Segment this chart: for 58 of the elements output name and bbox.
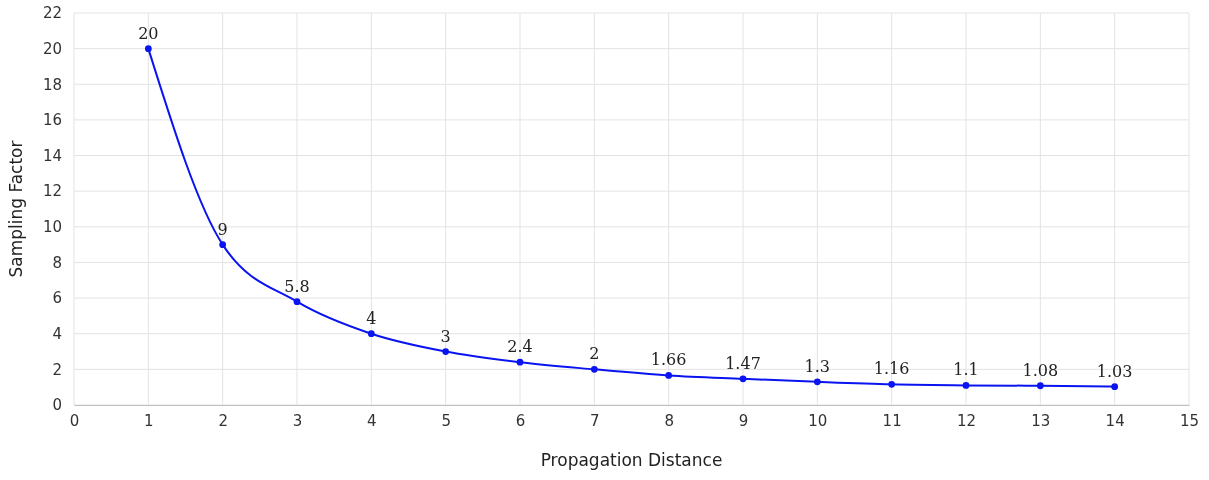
y-tick-label: 12 [42,182,62,201]
y-tick-label: 22 [42,4,62,23]
x-tick-label: 5 [441,411,451,430]
point [813,378,821,386]
point [962,382,970,389]
x-tick-label: 14 [1105,411,1125,430]
x-tick-label: 6 [515,411,526,430]
data-label: 1.47 [725,353,761,373]
x-tick-label: 1 [144,411,154,430]
y-tick-label: 14 [42,146,62,165]
x-tick-label: 9 [738,411,749,430]
point [516,358,524,366]
y-axis-title: Sampling Factor [6,140,26,278]
point [665,372,673,379]
x-tick-label: 2 [218,411,228,430]
x-tick-label: 12 [956,411,977,430]
x-tick-label: 11 [882,411,902,430]
y-tick-label: 0 [52,396,62,415]
point [888,380,896,388]
x-axis-title: Propagation Distance [540,450,723,470]
y-tick-label: 20 [42,39,62,58]
data-label: 1.08 [1022,360,1059,380]
point [442,348,450,355]
x-tick-label: 10 [808,411,828,430]
y-tick-label: 2 [52,360,62,379]
y-tick-label: 18 [42,75,62,94]
point [293,298,301,306]
x-tick-label: 7 [590,411,600,430]
point [739,375,747,383]
point [144,45,152,53]
y-tick-label: 16 [42,111,62,130]
point [1036,382,1044,390]
data-label: 1.03 [1096,361,1133,381]
data-label: 20 [138,23,159,43]
data-label: 5.8 [284,276,310,296]
data-label: 3 [440,326,451,346]
x-tick-label: 8 [664,411,674,430]
data-label: 2 [589,344,600,364]
y-tick-label: 6 [52,289,62,308]
data-label: 1.1 [953,360,979,380]
data-label: 4 [366,308,377,328]
y-tick-label: 4 [52,325,62,344]
point [590,365,598,373]
x-tick-label: 0 [69,411,80,430]
x-tick-label: 15 [1179,411,1200,430]
y-tick-label: 8 [52,253,62,272]
point [1111,383,1119,391]
point [367,330,375,338]
data-label: 1.3 [804,356,831,376]
y-tick-label: 10 [42,218,62,237]
data-label: 2.4 [507,337,533,357]
data-label: 1.16 [873,359,910,379]
x-tick-label: 4 [367,411,377,430]
x-tick-label: 3 [292,411,303,430]
data-label: 1.66 [650,350,687,370]
x-tick-label: 13 [1031,411,1051,430]
point [219,241,227,249]
data-label: 9 [217,219,228,239]
